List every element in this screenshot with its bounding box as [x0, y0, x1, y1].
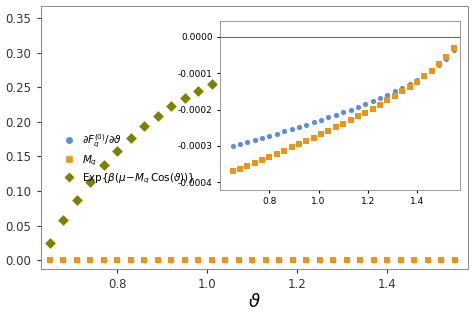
Point: [167, 104, 175, 109]
Point: [194, 88, 202, 93]
Point: [59, 218, 67, 223]
Point: [235, 258, 243, 263]
Point: [438, 35, 445, 40]
Point: [127, 135, 135, 140]
Point: [113, 148, 121, 153]
Point: [73, 197, 81, 203]
Point: [262, 62, 270, 67]
Point: [316, 258, 324, 263]
Point: [46, 258, 54, 263]
Point: [356, 258, 364, 263]
Point: [329, 47, 337, 52]
Point: [46, 241, 54, 246]
X-axis label: ϑ: ϑ: [249, 294, 260, 311]
Point: [397, 258, 405, 263]
Point: [438, 258, 445, 263]
Point: [86, 179, 94, 184]
Point: [194, 258, 202, 263]
Point: [208, 258, 216, 263]
Point: [410, 37, 418, 42]
Point: [424, 36, 432, 41]
Point: [208, 82, 216, 87]
Point: [289, 258, 297, 263]
Point: [262, 258, 270, 263]
Point: [167, 258, 175, 263]
Point: [113, 258, 121, 263]
Point: [140, 258, 148, 263]
Point: [397, 38, 405, 43]
Point: [154, 258, 162, 263]
Point: [248, 258, 256, 263]
Point: [100, 258, 108, 263]
Point: [181, 96, 189, 101]
Point: [302, 258, 310, 263]
Point: [86, 258, 94, 263]
Point: [208, 258, 216, 263]
Point: [275, 258, 283, 263]
Point: [343, 258, 351, 263]
Point: [248, 258, 256, 263]
Point: [154, 113, 162, 118]
Point: [383, 258, 391, 263]
Point: [140, 258, 148, 263]
Point: [343, 45, 351, 50]
Point: [438, 258, 445, 263]
Point: [451, 258, 459, 263]
Point: [86, 258, 94, 263]
Point: [343, 258, 351, 263]
Point: [113, 258, 121, 263]
Point: [221, 258, 229, 263]
Point: [167, 258, 175, 263]
Point: [410, 258, 418, 263]
Point: [248, 66, 256, 71]
Point: [221, 76, 229, 81]
Point: [73, 258, 81, 263]
Point: [235, 71, 243, 76]
Point: [316, 49, 324, 54]
Point: [451, 34, 459, 39]
Point: [127, 258, 135, 263]
Point: [73, 258, 81, 263]
Point: [140, 123, 148, 128]
Point: [194, 258, 202, 263]
Point: [59, 258, 67, 263]
Point: [275, 258, 283, 263]
Point: [275, 58, 283, 63]
Point: [181, 258, 189, 263]
Point: [370, 41, 378, 46]
Point: [262, 258, 270, 263]
Point: [370, 258, 378, 263]
Point: [410, 258, 418, 263]
Point: [221, 258, 229, 263]
Point: [235, 258, 243, 263]
Point: [289, 258, 297, 263]
Point: [370, 258, 378, 263]
Point: [302, 258, 310, 263]
Point: [424, 258, 432, 263]
Legend: $\partial F_q^{(0)}/\partial\vartheta$, $M_q$, $\mathrm{Exp}\{\beta(\mu\!-\!M_q\: $\partial F_q^{(0)}/\partial\vartheta$, …: [55, 128, 200, 190]
Point: [302, 52, 310, 57]
Point: [100, 163, 108, 168]
Point: [46, 258, 54, 263]
Point: [181, 258, 189, 263]
Point: [397, 258, 405, 263]
Point: [100, 258, 108, 263]
Point: [329, 258, 337, 263]
Point: [289, 55, 297, 60]
Point: [383, 258, 391, 263]
Point: [316, 258, 324, 263]
Point: [356, 43, 364, 48]
Point: [424, 258, 432, 263]
Point: [451, 258, 459, 263]
Point: [356, 258, 364, 263]
Point: [154, 258, 162, 263]
Point: [329, 258, 337, 263]
Point: [127, 258, 135, 263]
Point: [59, 258, 67, 263]
Point: [383, 40, 391, 45]
